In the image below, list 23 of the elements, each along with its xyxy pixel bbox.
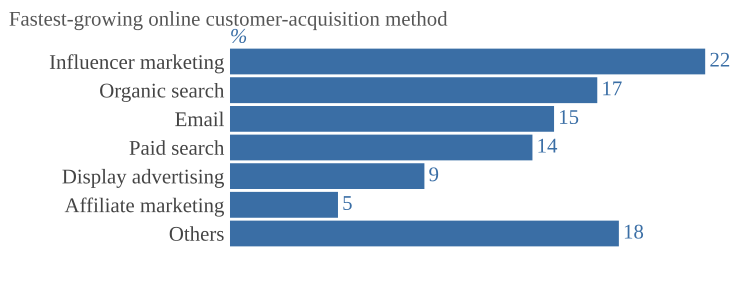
y-tick-label: Email [175, 112, 224, 126]
data-label: 9 [429, 167, 438, 182]
data-label: 18 [624, 224, 644, 239]
data-label: 15 [560, 110, 578, 124]
y-tick-label: Others [170, 226, 224, 241]
bar [230, 192, 338, 218]
bar [230, 48, 706, 74]
bar [230, 134, 532, 160]
y-tick-label: Paid search [130, 140, 224, 155]
data-label: 17 [603, 81, 622, 96]
y-tick-label: Influencer marketing [50, 54, 224, 74]
y-tick-label: Display advertising [62, 168, 224, 188]
bar [230, 106, 554, 132]
bar [230, 77, 598, 104]
data-label: 22 [710, 52, 730, 67]
x-axis-title: % [231, 28, 246, 44]
bar [230, 220, 619, 246]
y-tick-label: Organic search [100, 82, 224, 102]
y-tick-label: Affiliate marketing [64, 197, 224, 217]
data-label: 14 [538, 138, 558, 153]
bar [230, 163, 424, 190]
data-label: 5 [343, 196, 352, 210]
chart-title: Fastest-growing online customer-acquisition method [9, 11, 448, 30]
